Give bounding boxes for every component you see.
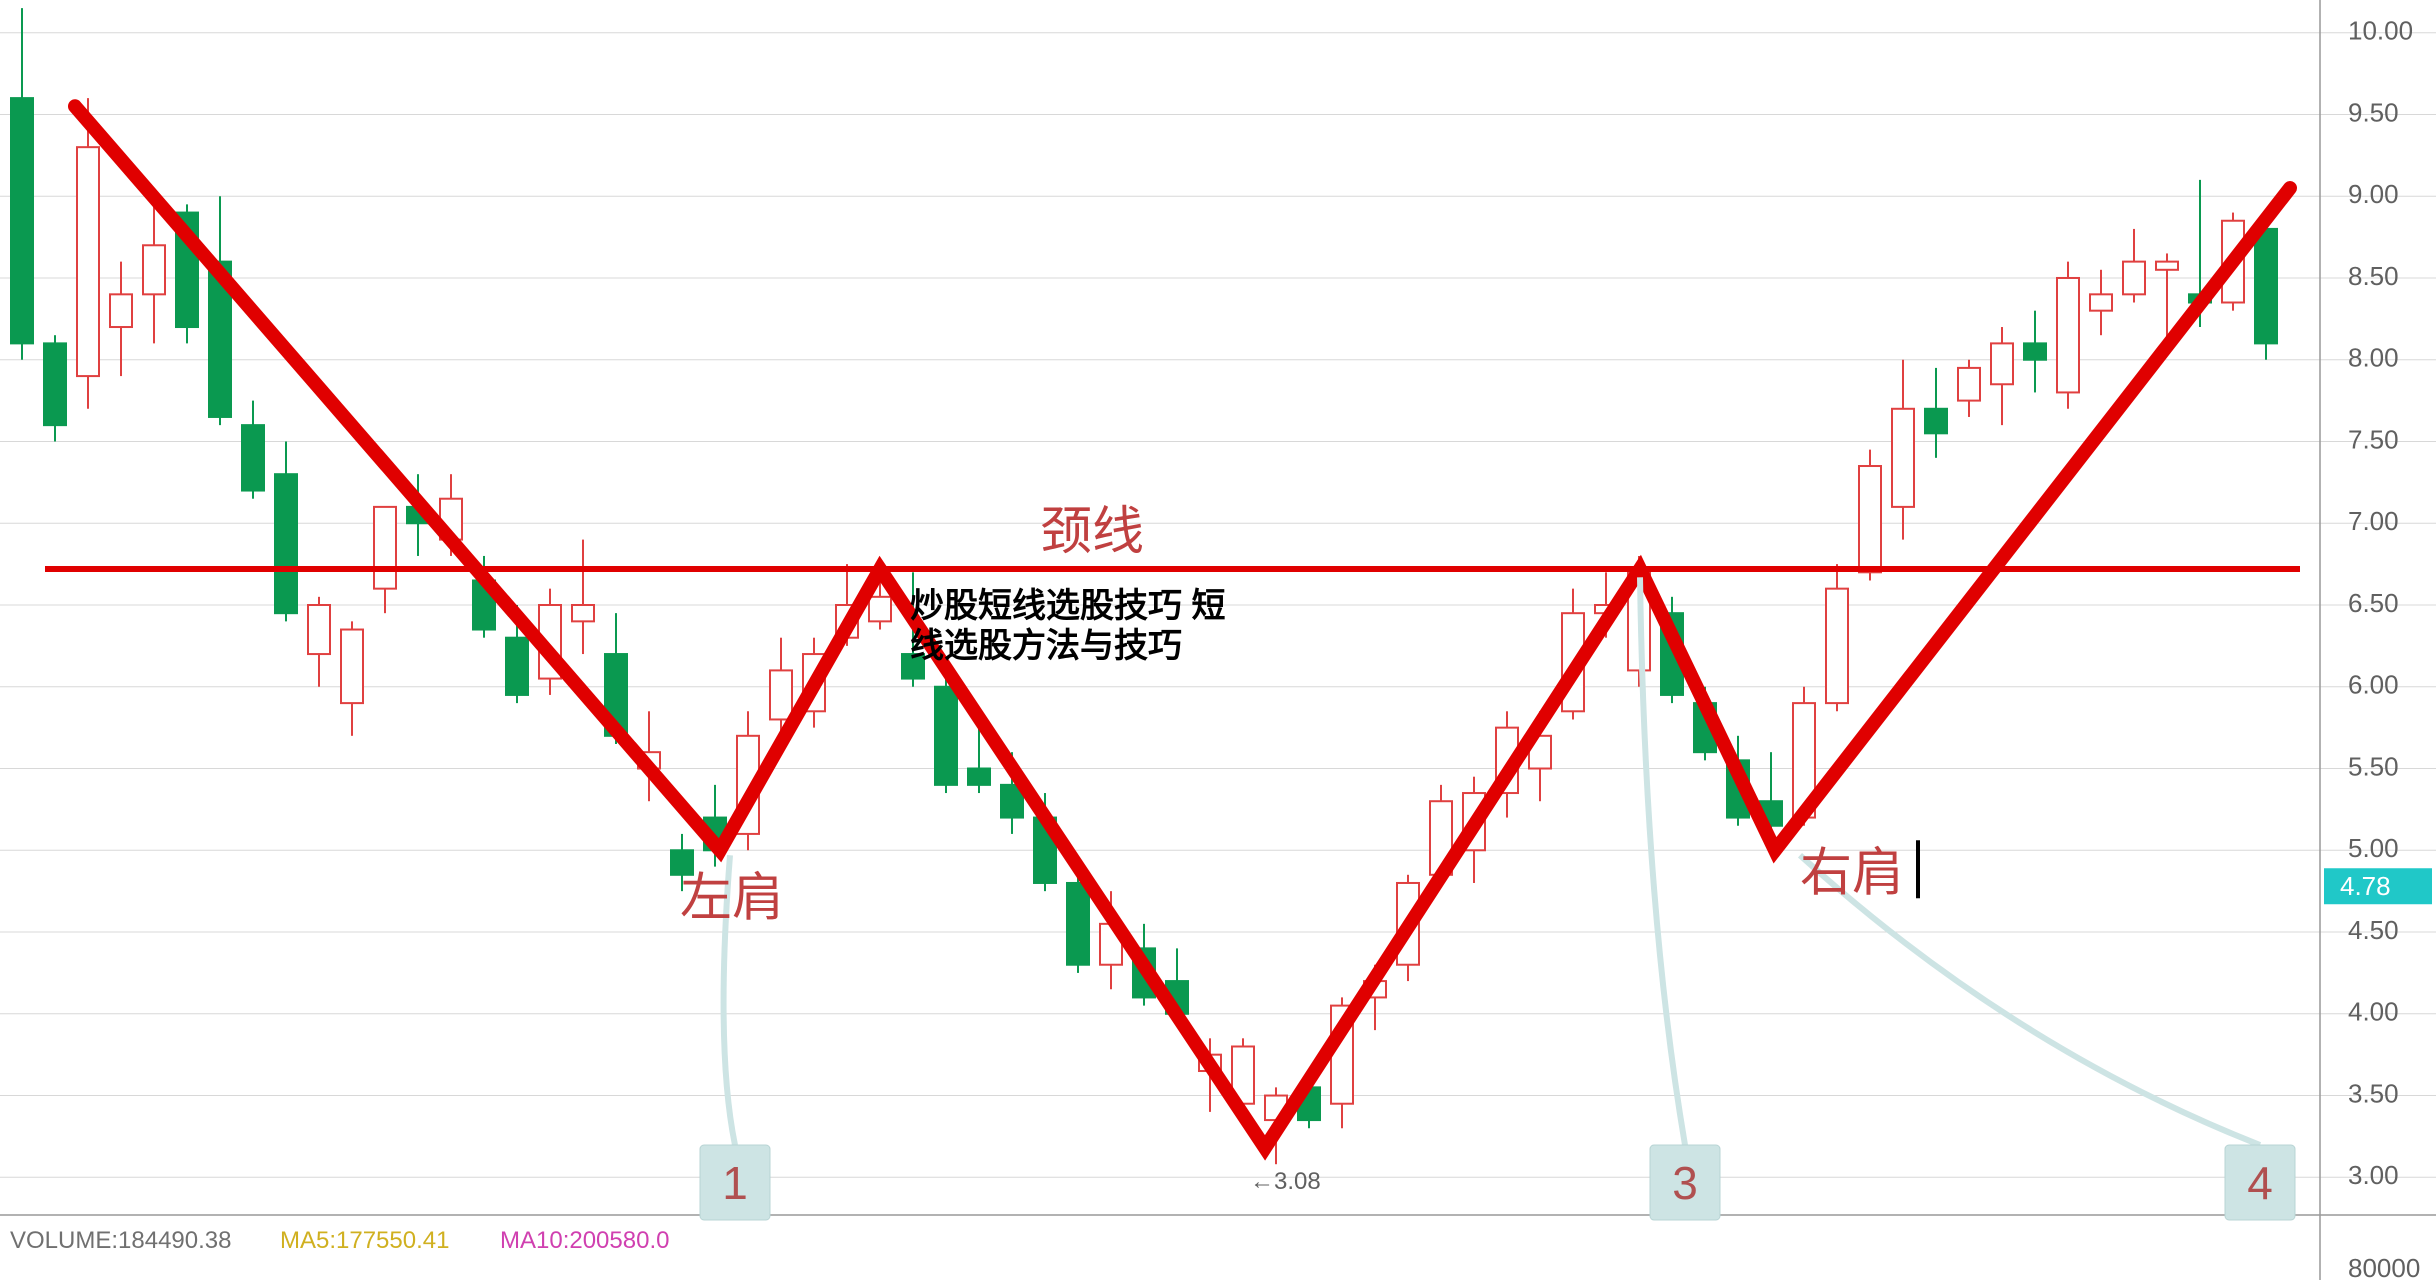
candle-body xyxy=(869,597,891,622)
candle-body xyxy=(2090,294,2112,310)
y-axis-tick: 6.50 xyxy=(2348,588,2399,618)
candle-body xyxy=(374,507,396,589)
y-axis-tick: 3.50 xyxy=(2348,1078,2399,1108)
y-axis-tick: 5.00 xyxy=(2348,833,2399,863)
candle-body xyxy=(242,425,264,490)
candle-body xyxy=(935,687,957,785)
candle-body xyxy=(572,605,594,621)
y-axis-tick: 8.50 xyxy=(2348,261,2399,291)
candle-body xyxy=(1991,343,2013,384)
subtitle-line2: 线选股方法与技巧 xyxy=(910,627,1182,665)
candle-body xyxy=(110,294,132,327)
left-shoulder-label: 左肩 xyxy=(680,869,784,927)
candle-body xyxy=(275,474,297,613)
y-axis-tick: 8.00 xyxy=(2348,343,2399,373)
candle-body xyxy=(1892,409,1914,507)
candle-body xyxy=(2255,229,2277,343)
volume-tick: 80000 xyxy=(2348,1253,2420,1280)
volume-ma5: MA5:177550.41 xyxy=(280,1227,449,1254)
candle-body xyxy=(1067,883,1089,965)
candle-body xyxy=(341,630,363,704)
y-axis-tick: 4.50 xyxy=(2348,915,2399,945)
candle-body xyxy=(968,769,990,785)
y-axis-tick: 3.00 xyxy=(2348,1160,2399,1190)
candle-body xyxy=(143,245,165,294)
y-axis-tick: 5.50 xyxy=(2348,751,2399,781)
candle-body xyxy=(2024,343,2046,359)
candle-body xyxy=(77,147,99,376)
y-axis-tick: 4.00 xyxy=(2348,997,2399,1027)
candle-body xyxy=(11,98,33,343)
candle-body xyxy=(44,343,66,425)
y-axis-tick: 6.00 xyxy=(2348,670,2399,700)
candlestick-chart: 3.00 3.50 4.00 4.50 5.00 5.50 6.00 6.50 7.00 7.50… xyxy=(0,0,2436,1280)
right-shoulder-label: 右肩 xyxy=(1800,844,1904,902)
marker-label: 1 xyxy=(722,1157,748,1209)
y-axis-tick: 10.00 xyxy=(2348,16,2413,46)
candle-body xyxy=(1958,368,1980,401)
subtitle-line1: 炒股短线选股技巧 短 xyxy=(910,587,1225,625)
candle-body xyxy=(2156,262,2178,270)
volume-ma10: MA10:200580.0 xyxy=(500,1227,669,1254)
y-axis-tick: 9.00 xyxy=(2348,179,2399,209)
y-axis-tick: 7.50 xyxy=(2348,424,2399,454)
candle-body xyxy=(308,605,330,654)
candle-body xyxy=(1925,409,1947,434)
current-price-text: 4.78 xyxy=(2340,871,2391,901)
y-axis-tick: 9.50 xyxy=(2348,97,2399,127)
candle-body xyxy=(770,670,792,719)
marker-label: 4 xyxy=(2247,1157,2273,1209)
candle-body xyxy=(1826,589,1848,703)
volume-label: VOLUME:184490.38 xyxy=(10,1227,231,1254)
y-axis-tick: 7.00 xyxy=(2348,506,2399,536)
candle-body xyxy=(2057,278,2079,392)
marker-label: 3 xyxy=(1672,1157,1698,1209)
candle-body xyxy=(1859,466,1881,572)
candle-body xyxy=(2123,262,2145,295)
neckline-label: 颈线 xyxy=(1040,503,1144,561)
candle-body xyxy=(506,638,528,695)
low-marker: ←3.08 xyxy=(1250,1168,1321,1195)
